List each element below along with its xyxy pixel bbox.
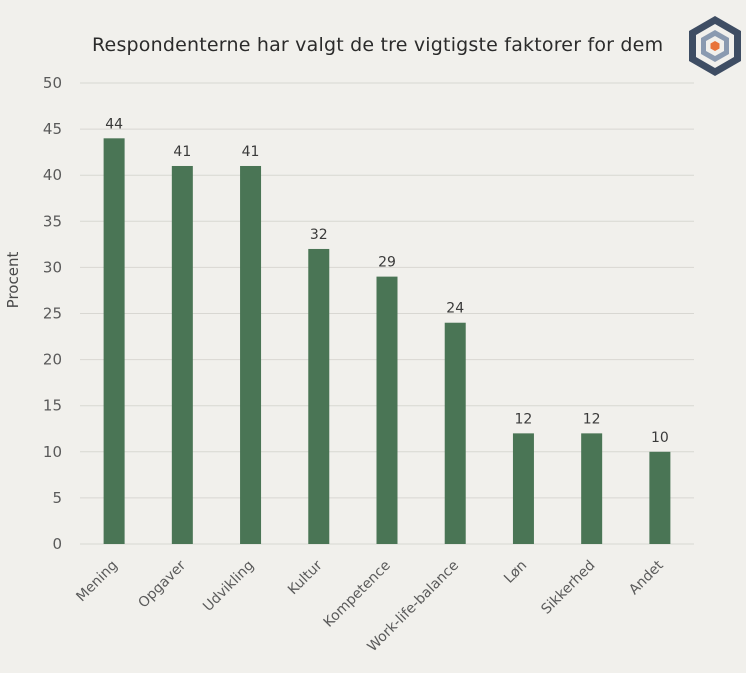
- bar: [171, 165, 193, 545]
- x-tick-label: Udvikling: [200, 558, 257, 615]
- y-tick-label: 15: [43, 397, 62, 415]
- y-axis-title: Procent: [4, 252, 22, 309]
- bar: [444, 322, 466, 544]
- bar: [103, 138, 125, 544]
- data-label: 41: [242, 144, 260, 160]
- x-tick-label: Sikkerhed: [538, 558, 598, 618]
- x-tick-label: Mening: [73, 558, 121, 606]
- data-labels: 44 41 41 32 29 24 12 12 10: [105, 116, 669, 445]
- y-tick-label: 35: [43, 212, 62, 230]
- data-label: 44: [105, 116, 123, 132]
- bar: [581, 433, 603, 544]
- y-tick-label: 20: [43, 351, 62, 369]
- data-label: 32: [310, 227, 328, 243]
- data-label: 29: [378, 255, 396, 271]
- y-tick-label: 0: [52, 535, 62, 553]
- x-tick-label: Kompetence: [321, 558, 394, 631]
- y-tick-label: 50: [43, 74, 62, 92]
- bar: [376, 276, 398, 544]
- bar: [240, 165, 262, 545]
- y-tick-label: 40: [43, 166, 62, 184]
- bar: [308, 248, 330, 544]
- logo-accent-hexagon: [710, 41, 720, 51]
- hexagon-cube-logo-icon: [689, 16, 741, 76]
- y-tick-label: 45: [43, 120, 62, 138]
- x-axis-labels: Mening Opgaver Udvikling KulturKompetenceWo…: [73, 557, 667, 655]
- data-label: 10: [651, 430, 669, 446]
- bar: [512, 433, 534, 544]
- y-tick-label: 30: [43, 258, 62, 276]
- x-tick-label: Kultur: [285, 557, 326, 598]
- chart-title: Respondenterne har valgt de tre vigtigst…: [92, 34, 664, 56]
- data-label: 12: [583, 411, 601, 427]
- y-axis-ticks: 0 5 10 15 20 25 30 35 40 45 50: [43, 74, 62, 553]
- data-label: 41: [173, 144, 191, 160]
- x-tick-label: Opgaver: [135, 557, 189, 611]
- bars: [103, 138, 671, 545]
- x-tick-label: Løn: [501, 558, 530, 587]
- y-tick-label: 5: [52, 489, 62, 507]
- x-tick-label: Andet: [626, 557, 667, 598]
- bar: [649, 451, 671, 544]
- data-label: 12: [515, 411, 533, 427]
- data-label: 24: [446, 301, 464, 317]
- y-tick-label: 10: [43, 443, 62, 461]
- y-tick-label: 25: [43, 305, 62, 323]
